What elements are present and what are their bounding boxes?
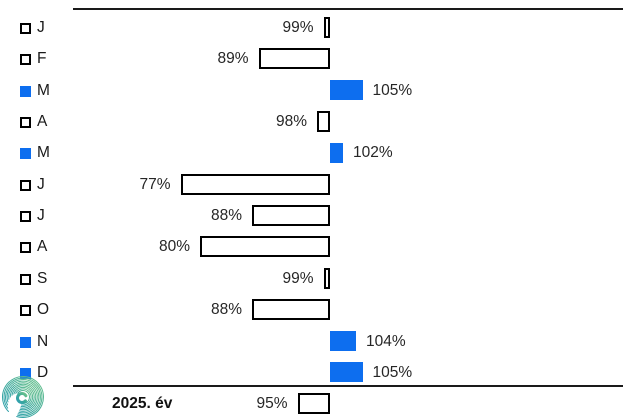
month-label: N [37,332,49,350]
month-marker-hollow-square-icon [20,117,31,129]
value-bar [252,205,330,227]
month-label: M [37,81,50,99]
month-marker-filled-square-icon [20,336,31,348]
month-label: J [37,207,45,225]
month-label: S [37,269,48,287]
value-bar [200,236,330,258]
month-marker-filled-square-icon [20,85,31,97]
value-bar [258,48,330,70]
bar-value-label: 89% [217,50,249,68]
value-bar [330,80,363,101]
month-label: F [37,50,47,68]
bar-value-label: 104% [366,332,406,350]
summary-row-label: 2025. év [112,395,173,413]
bar-value-label: 95% [256,395,288,413]
value-bar [317,111,330,133]
bar-value-label: 98% [275,113,307,131]
value-bar [330,331,356,351]
value-bar [330,142,343,163]
value-bar [297,393,330,415]
summary-divider-line [73,385,623,387]
month-marker-filled-square-icon [20,148,31,160]
value-bar [330,362,363,383]
month-marker-hollow-square-icon [20,211,31,223]
month-label: O [37,301,50,319]
value-bar [252,299,330,321]
month-label: A [37,238,48,256]
bar-value-label: 88% [210,207,242,225]
value-bar [323,17,330,38]
bar-value-label: 102% [353,144,393,162]
month-marker-hollow-square-icon [20,305,31,317]
bar-value-label: 88% [210,301,242,319]
month-marker-filled-square-icon [20,367,31,379]
bar-value-label: 105% [372,81,413,99]
month-label: J [37,175,45,193]
value-bar [180,173,330,195]
month-marker-hollow-square-icon [20,273,31,285]
month-marker-hollow-square-icon [20,54,31,66]
month-marker-hollow-square-icon [20,242,31,254]
month-label: J [37,19,45,36]
bar-value-label: 80% [158,238,190,256]
month-marker-hollow-square-icon [20,179,31,191]
month-label: D [37,363,49,381]
month-label: A [37,113,48,131]
bar-value-label: 77% [139,175,171,193]
month-label: M [37,144,50,162]
top-rule-line [73,8,623,10]
bar-value-label: 99% [282,269,314,287]
bar-value-label: 105% [372,363,413,381]
month-marker-hollow-square-icon [20,23,31,34]
value-bar [323,267,330,289]
swirl-logo [2,376,44,418]
bar-value-label: 99% [282,19,314,36]
